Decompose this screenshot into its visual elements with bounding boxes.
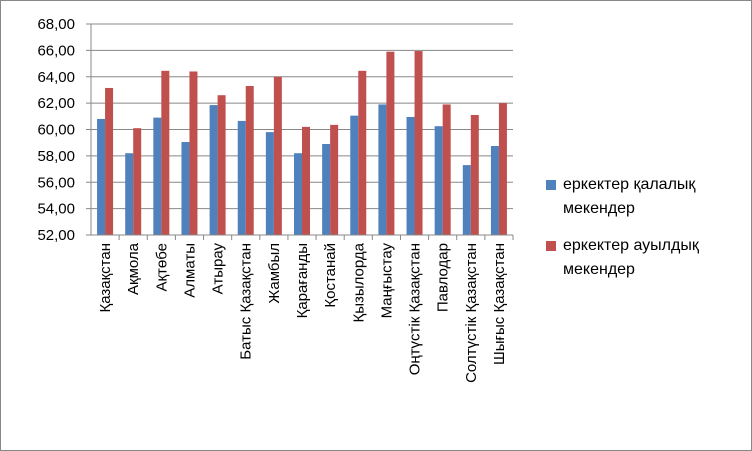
bar (322, 144, 331, 235)
bar (490, 145, 499, 235)
x-tick-label: Алматы (181, 243, 198, 298)
x-tick-label: Солтүстік Қазақстан (463, 243, 480, 383)
bar (237, 120, 246, 235)
bar (378, 104, 387, 235)
y-tick-label: 64,00 (37, 69, 75, 86)
x-tick-label: Шығыс Қазақстан (491, 243, 508, 365)
bar (462, 165, 471, 235)
bar (350, 115, 359, 235)
legend-label: еркектер ауылдық мекендер (563, 237, 699, 278)
y-tick-label: 66,00 (37, 42, 75, 59)
legend-swatch (546, 241, 556, 251)
x-tick-label: Қызылорда (350, 242, 367, 322)
bar (265, 132, 274, 235)
bar (330, 124, 339, 235)
bar (434, 126, 443, 235)
x-tick-label: Қазақстан (97, 243, 114, 313)
bar (189, 71, 198, 235)
bar (294, 153, 302, 235)
bar (273, 76, 282, 235)
bar (125, 153, 134, 235)
y-tick-label: 52,00 (37, 227, 75, 244)
x-tick-label: Ақмола (125, 242, 142, 295)
legend-item: еркектер ауылдық мекендер (546, 234, 746, 282)
x-tick-label: Ақтөбе (153, 243, 170, 292)
y-tick-label: 60,00 (37, 122, 75, 139)
bar (498, 103, 507, 235)
bar (97, 118, 106, 235)
bar (133, 128, 142, 235)
y-tick-label: 62,00 (37, 95, 75, 112)
bar (470, 114, 479, 235)
x-tick-label: Жамбыл (266, 243, 283, 304)
bar (105, 87, 114, 235)
y-tick-label: 58,00 (37, 148, 75, 165)
x-tick-label: Қостанай (322, 243, 339, 308)
bar (245, 85, 254, 235)
x-tick-label: Павлодар (435, 243, 452, 312)
bar (153, 117, 162, 235)
x-tick-label: Батыс Қазақстан (238, 243, 255, 360)
bar (209, 105, 218, 236)
bar (442, 104, 451, 235)
y-tick-label: 56,00 (37, 174, 75, 191)
legend-label: еркектер қалалық мекендер (563, 176, 696, 217)
x-tick-label: Қарағанды (294, 243, 311, 318)
y-tick-label: 68,00 (37, 16, 75, 33)
y-tick-label: 54,00 (37, 201, 75, 218)
x-tick-label: Атырау (210, 243, 227, 295)
bar (217, 95, 226, 236)
legend-item: еркектер қалалық мекендер (546, 173, 746, 221)
x-tick-label: Маңғыстау (378, 243, 395, 319)
bar (358, 70, 367, 235)
bar (302, 126, 310, 235)
bar (414, 51, 423, 235)
bar (386, 51, 395, 235)
legend-swatch (546, 180, 556, 190)
bar (406, 116, 415, 235)
bar (161, 70, 170, 235)
bar (181, 142, 190, 235)
x-tick-label: Оңтүстік Қазақстан (407, 243, 424, 375)
